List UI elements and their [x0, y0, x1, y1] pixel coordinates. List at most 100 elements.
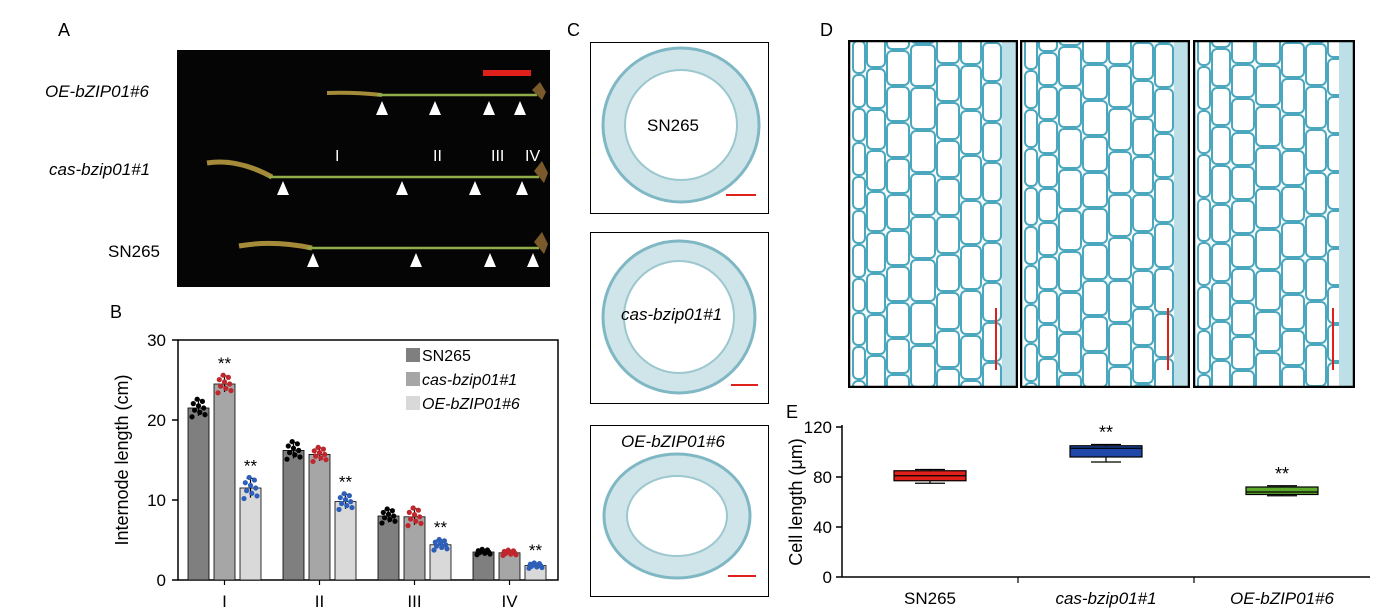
cell [1024, 226, 1038, 265]
data-point [382, 515, 388, 521]
cell [1231, 302, 1255, 336]
cell [1255, 24, 1281, 65]
data-point [247, 482, 254, 488]
data-point [482, 550, 488, 556]
significance-mark: ** [1275, 464, 1289, 484]
cell [1132, 156, 1154, 194]
cell [886, 230, 910, 266]
box [1069, 445, 1143, 458]
cell [1211, 126, 1231, 165]
bar [213, 383, 236, 581]
cell [1231, 64, 1255, 98]
panel-label-a: A [58, 20, 71, 40]
x-tick-label: SN265 [904, 589, 956, 608]
data-point [539, 564, 545, 571]
cell [1038, 188, 1058, 222]
internode-bar-chart: 0 10 20 30 Internode length (cm) ** ** I ** II ** I… [112, 331, 559, 611]
cell [1082, 172, 1108, 208]
cell [852, 74, 866, 108]
data-point [313, 453, 319, 459]
data-point [385, 511, 392, 517]
cell [982, 162, 1002, 202]
data-point [244, 488, 250, 494]
cell [1154, 223, 1174, 268]
cell [1231, 268, 1255, 302]
cell [1281, 330, 1305, 366]
cell [910, 216, 936, 259]
significance-mark: ** [339, 472, 353, 491]
data-point [444, 546, 450, 552]
data-point [241, 495, 247, 502]
significance-mark: ** [529, 541, 543, 560]
data-point [322, 451, 328, 457]
cell [866, 109, 886, 150]
cell [1211, 321, 1231, 360]
cell [1038, 256, 1058, 290]
cell [1305, 129, 1327, 172]
cell [852, 176, 866, 210]
data-point [534, 564, 540, 570]
cell [1255, 352, 1281, 393]
cell [886, 122, 910, 158]
cell [1058, 46, 1082, 87]
panel-label-d: D [820, 20, 833, 40]
cell [852, 108, 866, 142]
cell [1082, 64, 1108, 100]
cell [1058, 128, 1082, 169]
x-tick-label: II [315, 592, 324, 611]
legend-swatch [406, 396, 420, 410]
x-tick-label: I [222, 592, 227, 611]
cell [936, 64, 960, 102]
cell [910, 130, 936, 173]
data-point [344, 502, 350, 509]
cell [936, 254, 960, 292]
data-point [417, 514, 423, 520]
cell [960, 110, 982, 155]
data-point [436, 536, 442, 543]
y-tick-label: 40 [813, 518, 832, 537]
data-point [199, 398, 205, 404]
data-point [251, 477, 257, 483]
data-point [197, 409, 203, 415]
cell [982, 362, 1002, 402]
y-tick-label: 120 [804, 418, 832, 437]
data-point [228, 388, 234, 394]
cell [936, 368, 960, 406]
legend-swatch [406, 372, 420, 386]
cell [1024, 265, 1038, 304]
x-tick-label: cas-bzip01#1 [1055, 589, 1156, 608]
cell [1108, 366, 1132, 409]
cell [1305, 172, 1327, 215]
data-point [249, 490, 255, 496]
internode-label-iv: IV [525, 148, 541, 165]
data-point [392, 518, 398, 524]
data-point [434, 543, 440, 549]
cross-section-cas: cas-bzip01#1 [590, 232, 769, 404]
cell [852, 210, 866, 244]
data-point [290, 445, 297, 451]
section-label-sn265: SN265 [647, 116, 699, 135]
significance-mark: ** [1099, 423, 1113, 443]
cell [1255, 311, 1281, 352]
data-point [311, 448, 317, 454]
cell [1154, 43, 1174, 88]
data-point [315, 444, 321, 450]
cell [1255, 188, 1281, 229]
data-point [201, 405, 207, 411]
cell [960, 65, 982, 110]
cell [1211, 243, 1231, 282]
cell [1197, 286, 1211, 330]
data-point [380, 509, 386, 516]
data-point [223, 385, 229, 391]
data-point [220, 372, 226, 378]
cell [1108, 323, 1132, 366]
cell [1231, 200, 1255, 234]
cell [1231, 30, 1255, 64]
cell [1132, 194, 1154, 232]
cell [1038, 222, 1058, 256]
cell [1082, 208, 1108, 244]
cell [982, 122, 1002, 162]
data-point [192, 407, 198, 413]
cell [1211, 48, 1231, 87]
cell [1154, 178, 1174, 223]
